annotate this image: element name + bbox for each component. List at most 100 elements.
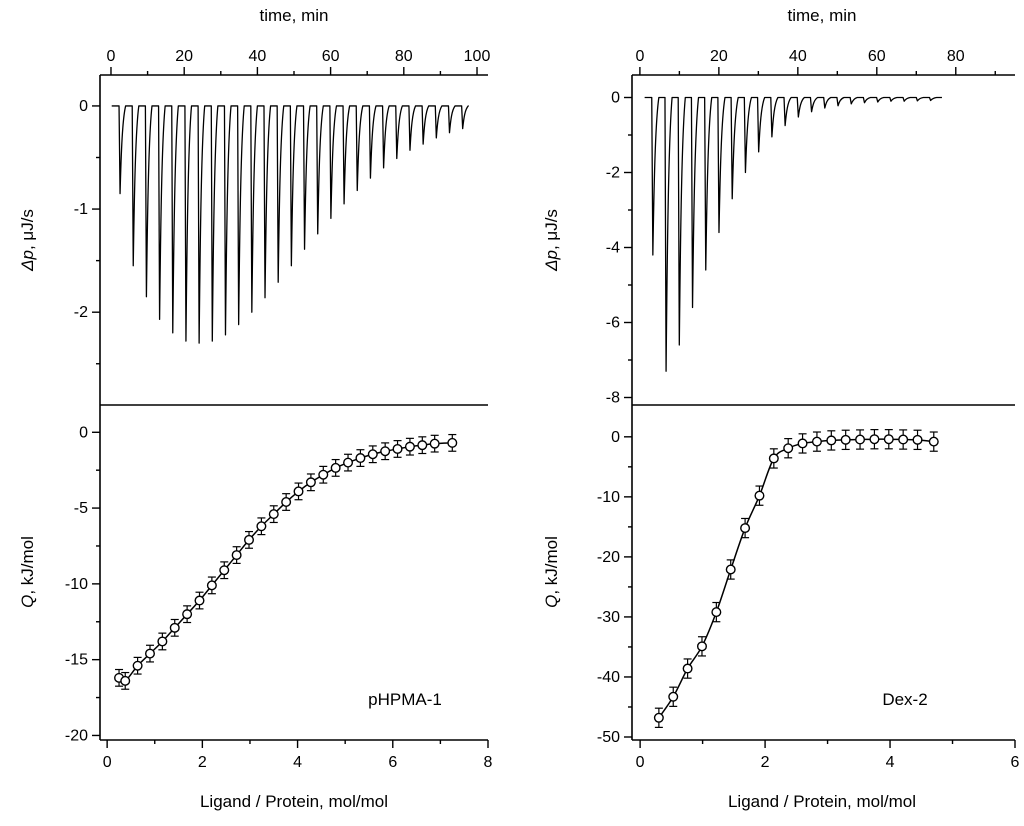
delta-p-units: , μJ/s — [542, 209, 561, 251]
data-point-marker — [740, 523, 751, 534]
pHPMA-1-binding-fit-line — [118, 442, 453, 683]
data-point-marker — [797, 438, 808, 449]
tick-label: -4 — [606, 240, 620, 257]
tick-label: 8 — [484, 754, 493, 771]
q-units: , kJ/mol — [18, 536, 37, 595]
pHPMA-1-binding-ticks — [92, 431, 489, 748]
data-point-marker — [244, 534, 255, 545]
Dex-2-thermogram-trace — [644, 96, 942, 372]
tick-label: 0 — [635, 48, 644, 65]
data-point-marker — [367, 449, 378, 460]
Dex-2-binding: 0 2 4 6 0 -10 -20 -30 -40 -50 — [597, 404, 1020, 771]
pHPMA-1-binding-data-points — [114, 437, 458, 686]
data-point-marker — [355, 453, 366, 464]
Dex-2-binding-tick-labels: 0 2 4 6 0 -10 -20 -30 -40 -50 — [597, 429, 1020, 771]
data-point-marker — [182, 609, 193, 620]
right-thermogram-y-axis-title: Δp, μJ/s — [541, 130, 563, 350]
Dex-2-binding-fit-line — [658, 438, 934, 719]
Dex-2-thermogram-tick-labels: 0 20 40 60 80 0 -2 -4 -6 -8 — [606, 48, 965, 407]
data-point-marker — [826, 435, 837, 446]
data-point-marker — [783, 443, 794, 454]
data-point-marker — [392, 443, 403, 454]
tick-label: -30 — [597, 609, 620, 626]
tick-label: 6 — [388, 754, 397, 771]
tick-label: 0 — [611, 90, 620, 107]
data-point-marker — [194, 595, 205, 606]
data-point-marker — [928, 436, 939, 447]
pHPMA-1-thermogram-ticks — [92, 67, 478, 365]
data-point-marker — [725, 564, 736, 575]
tick-label: -1 — [74, 201, 88, 218]
data-point-marker — [132, 660, 143, 671]
tick-label: 100 — [464, 48, 491, 65]
data-point-marker — [293, 486, 304, 497]
data-point-marker — [231, 550, 242, 561]
Dex-2-thermogram: 0 20 40 60 80 0 -2 -4 -6 -8 — [606, 48, 1015, 407]
data-point-marker — [206, 580, 217, 591]
tick-label: 6 — [1011, 754, 1020, 771]
tick-label: 40 — [789, 48, 807, 65]
tick-label: -10 — [65, 576, 88, 593]
data-point-marker — [696, 641, 707, 652]
data-point-marker — [429, 438, 440, 449]
data-point-marker — [281, 497, 292, 508]
pHPMA-1-thermogram-trace — [111, 105, 469, 344]
tick-label: 80 — [395, 48, 413, 65]
pHPMA-1-thermogram: 0 20 40 60 80 100 0 -1 -2 — [74, 48, 491, 405]
data-point-marker — [120, 675, 131, 686]
data-point-marker — [219, 565, 230, 576]
tick-label: -10 — [597, 489, 620, 506]
data-point-marker — [869, 434, 880, 445]
tick-label: -8 — [606, 390, 620, 407]
Dex-2-thermogram-ticks — [624, 67, 996, 399]
tick-label: 40 — [248, 48, 266, 65]
data-point-marker — [754, 490, 765, 501]
q-label: Q — [542, 594, 561, 608]
data-point-marker — [668, 691, 679, 702]
left-heat-y-axis-title: Q, kJ/mol — [17, 462, 39, 682]
tick-label: -5 — [74, 500, 88, 517]
data-point-marker — [380, 446, 391, 457]
tick-label: -40 — [597, 669, 620, 686]
tick-label: 0 — [103, 754, 112, 771]
data-point-marker — [318, 469, 329, 480]
tick-label: -6 — [606, 315, 620, 332]
tick-label: 20 — [710, 48, 728, 65]
data-point-marker — [840, 434, 851, 445]
data-point-marker — [711, 607, 722, 618]
right-heat-y-axis-title: Q, kJ/mol — [541, 462, 563, 682]
delta-p-label: Δp — [18, 250, 37, 271]
left-time-axis-title: time, min — [259, 6, 329, 25]
Dex-2-thermogram-axes — [631, 74, 1015, 405]
tick-label: 2 — [198, 754, 207, 771]
tick-label: 20 — [175, 48, 193, 65]
tick-label: 4 — [293, 754, 302, 771]
left-panel-sample-label: pHPMA-1 — [368, 690, 442, 709]
left-molar-ratio-axis-title: Ligand / Protein, mol/mol — [199, 792, 389, 811]
Dex-2-binding-ticks — [624, 436, 1016, 748]
tick-label: 0 — [79, 98, 88, 115]
data-point-marker — [268, 509, 279, 520]
data-point-marker — [811, 436, 822, 447]
Dex-2-binding-error-bars — [654, 429, 938, 728]
right-panel-sample-label: Dex-2 — [882, 690, 928, 709]
tick-label: 60 — [868, 48, 886, 65]
data-point-marker — [144, 648, 155, 659]
right-molar-ratio-axis-title: Ligand / Protein, mol/mol — [727, 792, 917, 811]
Dex-2-binding-data-points — [653, 434, 939, 723]
data-point-marker — [404, 441, 415, 452]
data-point-marker — [417, 440, 428, 451]
data-point-marker — [343, 457, 354, 468]
data-point-marker — [682, 663, 693, 674]
data-point-marker — [883, 434, 894, 445]
q-units: , kJ/mol — [542, 536, 561, 595]
tick-label: 4 — [886, 754, 895, 771]
data-point-marker — [912, 434, 923, 445]
data-point-marker — [447, 437, 458, 448]
pHPMA-1-binding-tick-labels: 0 2 4 6 8 0 -5 -10 -15 -20 — [65, 424, 493, 771]
pHPMA-1-thermogram-tick-labels: 0 20 40 60 80 100 0 -1 -2 — [74, 48, 491, 321]
data-point-marker — [768, 453, 779, 464]
left-thermogram-y-axis-title: Δp, μJ/s — [17, 130, 39, 350]
data-point-marker — [855, 434, 866, 445]
data-point-marker — [256, 521, 267, 532]
